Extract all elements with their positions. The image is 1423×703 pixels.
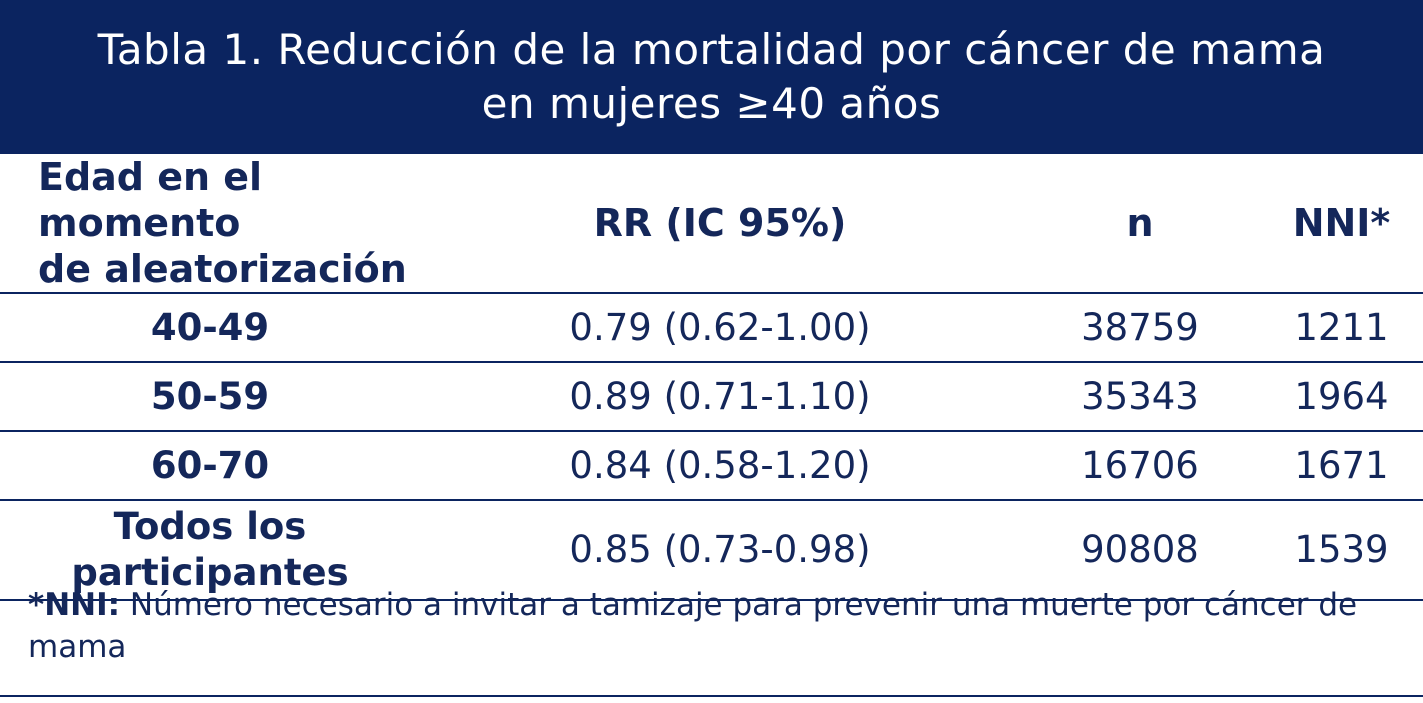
bottom-divider xyxy=(0,695,1423,697)
header-age-group-line-2: de aleatorización xyxy=(38,247,407,291)
header-nni: NNI* xyxy=(1260,154,1423,294)
cell-rr: 0.84 (0.58-1.20) xyxy=(420,431,1020,501)
cell-n: 35343 xyxy=(1020,362,1260,432)
cell-n: 90808 xyxy=(1020,500,1260,601)
header-rr: RR (IC 95%) xyxy=(420,154,1020,294)
cell-nni: 1671 xyxy=(1260,431,1423,501)
table-body: 40-49 0.79 (0.62-1.00) 38759 1211 50-59 … xyxy=(0,293,1423,601)
mortality-table: Edad en el momento de aleatorización RR … xyxy=(0,154,1423,601)
cell-nni: 1964 xyxy=(1260,362,1423,432)
table-title-line-1: Tabla 1. Reducción de la mortalidad por … xyxy=(97,25,1326,74)
cell-nni: 1539 xyxy=(1260,500,1423,601)
footnote-text: Número necesario a invitar a tamizaje pa… xyxy=(28,587,1358,665)
cell-rr: 0.89 (0.71-1.10) xyxy=(420,362,1020,432)
table-row: 60-70 0.84 (0.58-1.20) 16706 1671 xyxy=(0,431,1423,501)
table-row: 40-49 0.79 (0.62-1.00) 38759 1211 xyxy=(0,293,1423,363)
cell-rr: 0.79 (0.62-1.00) xyxy=(420,293,1020,363)
header-age-group-line-1: Edad en el momento xyxy=(38,155,263,245)
cell-age-group-line-1: Todos los xyxy=(113,505,307,548)
header-age-group: Edad en el momento de aleatorización xyxy=(0,154,420,294)
footnote: *NNI: Número necesario a invitar a tamiz… xyxy=(28,584,1398,668)
cell-rr: 0.85 (0.73-0.98) xyxy=(420,500,1020,601)
cell-nni: 1211 xyxy=(1260,293,1423,363)
table-title: Tabla 1. Reducción de la mortalidad por … xyxy=(12,23,1412,131)
cell-n: 16706 xyxy=(1020,431,1260,501)
title-banner: Tabla 1. Reducción de la mortalidad por … xyxy=(0,0,1423,154)
cell-age-group: 60-70 xyxy=(0,431,420,501)
cell-age-group: Todos los participantes xyxy=(0,500,420,601)
header-n: n xyxy=(1020,154,1260,294)
cell-age-group: 40-49 xyxy=(0,293,420,363)
footnote-key: *NNI: xyxy=(28,587,121,623)
table-title-line-2: en mujeres ≥40 años xyxy=(481,79,942,128)
cell-age-group-line-2: participantes xyxy=(71,551,349,594)
table-header: Edad en el momento de aleatorización RR … xyxy=(0,154,1423,294)
cell-n: 38759 xyxy=(1020,293,1260,363)
cell-age-group: 50-59 xyxy=(0,362,420,432)
table-row: Todos los participantes 0.85 (0.73-0.98)… xyxy=(0,500,1423,601)
header-row: Edad en el momento de aleatorización RR … xyxy=(0,154,1423,294)
table-row: 50-59 0.89 (0.71-1.10) 35343 1964 xyxy=(0,362,1423,432)
